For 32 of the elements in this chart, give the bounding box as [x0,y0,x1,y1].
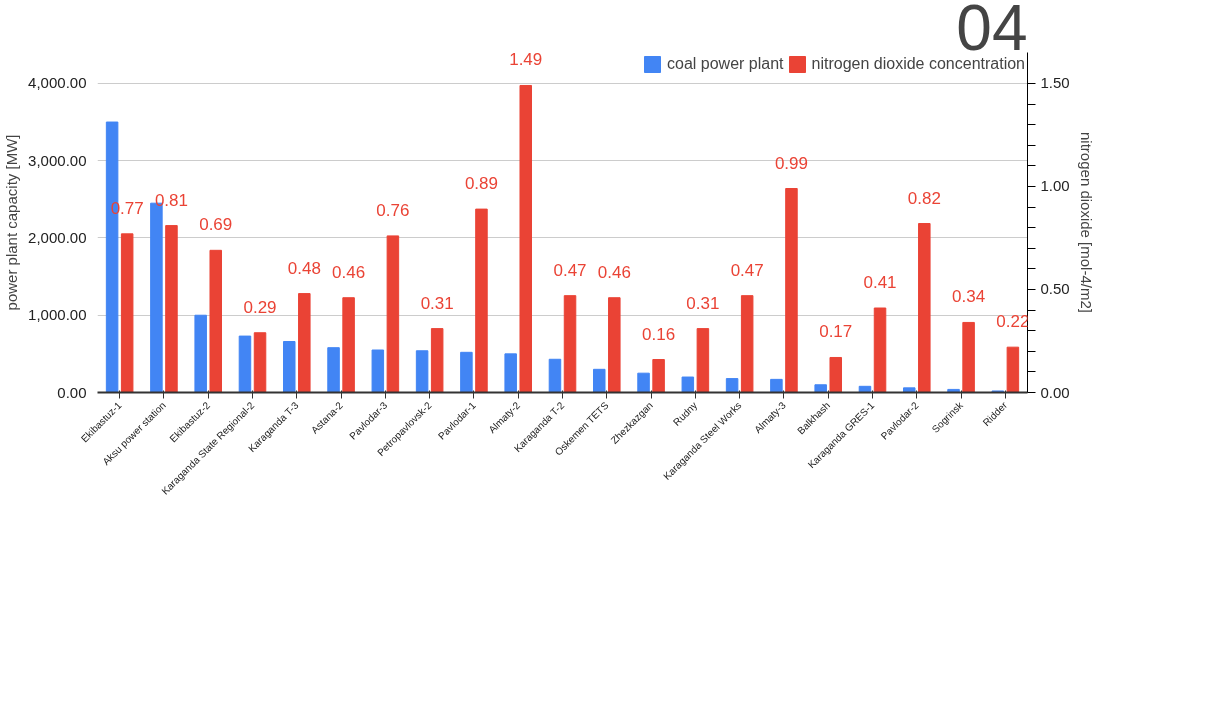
legend-label: coal power plant [667,55,784,73]
y2-tick-label: 1.50 [1040,74,1070,92]
data-label: 0.31 [686,293,720,313]
y-tick-label: 0.00 [57,383,87,401]
data-label: 1.49 [509,50,543,70]
data-label: 0.41 [863,273,897,293]
data-label: 0.99 [774,153,809,173]
y-tick-label: 3,000.00 [28,151,87,169]
y-tick-label: 4,000.00 [28,74,87,92]
data-label: 0.16 [642,324,676,344]
data-label: 0.76 [376,200,410,220]
data-label: 0.89 [464,174,499,194]
data-label: 0.82 [907,188,941,208]
data-label: 0.48 [287,258,321,278]
data-label: 0.69 [199,215,233,235]
data-label: 0.34 [952,287,986,307]
legend-label: nitrogen dioxide concentration [811,55,1025,73]
data-label: 0.47 [553,260,587,280]
data-label: 0.31 [420,293,454,313]
y-tick-label: 2,000.00 [28,228,87,246]
data-label: 0.46 [332,262,366,282]
y2-tick-label: 0.50 [1040,280,1070,298]
data-label: 0.17 [819,322,853,342]
y2-tick-label: 1.00 [1040,177,1070,195]
y-axis-title: power plant capacity [MW] [3,134,21,311]
data-label: 0.81 [154,190,189,210]
data-label: 0.46 [597,262,631,282]
data-label: 0.47 [730,260,764,280]
data-label: 0.29 [243,297,277,317]
y2-axis-title: nitrogen dioxide [mol-4/m2] [1077,132,1095,313]
y-tick-label: 1,000.00 [28,306,87,324]
y2-tick-label: 0.00 [1040,383,1070,401]
